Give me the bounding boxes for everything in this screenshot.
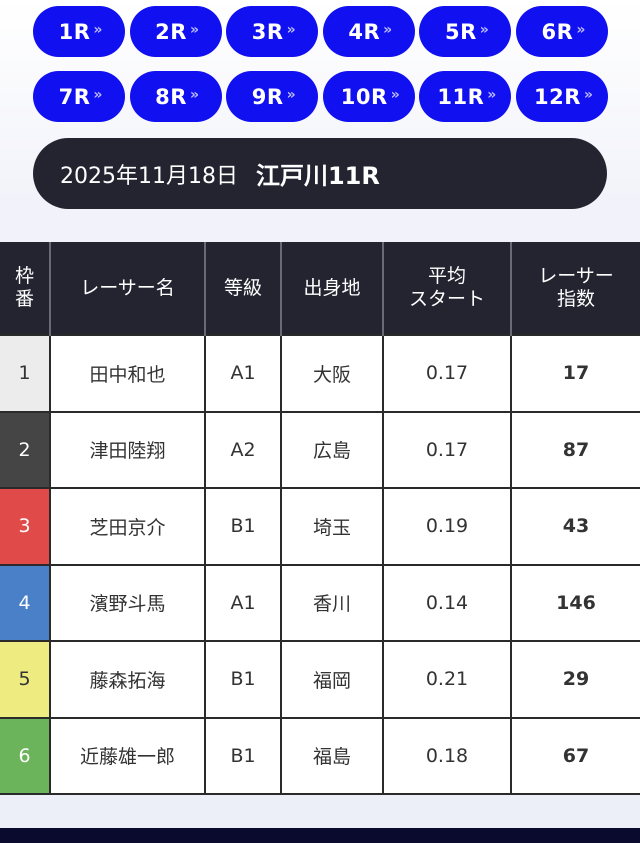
bottom-navigation-bar <box>0 828 640 843</box>
racer-name: 藤森拓海 <box>49 640 206 719</box>
race-button-label: 1R <box>58 19 91 44</box>
double-chevron-right-icon: » <box>189 86 199 103</box>
race-button-label: 10R <box>340 84 388 109</box>
race-button-6r[interactable]: 6R» <box>515 6 608 57</box>
race-button-10r[interactable]: 10R» <box>322 71 415 122</box>
racer-name: 濱野斗馬 <box>49 563 206 642</box>
header-hometown: 出身地 <box>280 242 384 335</box>
table-row: 6 近藤雄一郎 B1 福島 0.18 67 <box>0 716 640 795</box>
race-button-12r[interactable]: 12R» <box>515 71 608 122</box>
double-chevron-right-icon: » <box>479 21 489 38</box>
waku-number: 1 <box>0 334 51 413</box>
header-racer-name: レーサー名 <box>49 242 206 335</box>
race-button-label: 4R <box>348 19 381 44</box>
racer-table: 枠番 レーサー名 等級 出身地 平均 スタート レーサー 指数 1 田中和也 A1 … <box>0 242 640 795</box>
racer-grade: B1 <box>204 487 282 566</box>
waku-number: 6 <box>0 716 51 795</box>
racer-index: 87 <box>510 410 640 489</box>
table-row: 3 芝田京介 B1 埼玉 0.19 43 <box>0 487 640 566</box>
racer-name: 近藤雄一郎 <box>49 716 206 795</box>
racer-grade: A1 <box>204 563 282 642</box>
header-waku: 枠番 <box>0 242 51 335</box>
racer-avg-start: 0.14 <box>382 563 512 642</box>
race-button-11r[interactable]: 11R» <box>419 71 512 122</box>
header-grade: 等級 <box>204 242 282 335</box>
waku-number: 2 <box>0 410 51 489</box>
racer-avg-start: 0.21 <box>382 640 512 719</box>
race-date: 2025年11月18日 <box>60 163 238 189</box>
table-row: 2 津田陸翔 A2 広島 0.17 87 <box>0 410 640 489</box>
race-button-label: 11R <box>437 84 485 109</box>
race-button-label: 8R <box>155 84 187 109</box>
race-button-label: 6R <box>541 19 574 44</box>
racer-grade: B1 <box>204 716 282 795</box>
race-button-label: 9R <box>251 84 284 109</box>
racer-hometown: 大阪 <box>280 334 384 413</box>
racer-index: 146 <box>510 563 640 642</box>
double-chevron-right-icon: » <box>286 86 296 103</box>
waku-number: 5 <box>0 640 51 719</box>
race-button-4r[interactable]: 4R» <box>322 6 415 57</box>
double-chevron-right-icon: » <box>93 86 102 103</box>
racer-hometown: 埼玉 <box>280 487 384 566</box>
race-button-label: 12R <box>533 84 581 109</box>
racer-avg-start: 0.19 <box>382 487 512 566</box>
race-button-label: 3R <box>251 19 284 44</box>
racer-avg-start: 0.17 <box>382 334 512 413</box>
race-button-8r[interactable]: 8R» <box>129 71 222 122</box>
racer-name: 田中和也 <box>49 334 206 413</box>
racer-name: 津田陸翔 <box>49 410 206 489</box>
race-button-2r[interactable]: 2R» <box>129 6 222 57</box>
header-avg-start: 平均 スタート <box>382 242 512 335</box>
racer-hometown: 福岡 <box>280 640 384 719</box>
waku-number: 4 <box>0 563 51 642</box>
double-chevron-right-icon: » <box>583 86 593 103</box>
race-button-label: 5R <box>444 19 477 44</box>
racer-avg-start: 0.18 <box>382 716 512 795</box>
race-button-7r[interactable]: 7R» <box>33 71 125 122</box>
waku-number: 3 <box>0 487 51 566</box>
double-chevron-right-icon: » <box>390 86 400 103</box>
race-button-1r[interactable]: 1R» <box>33 6 125 57</box>
double-chevron-right-icon: » <box>93 21 102 38</box>
header-racer-index: レーサー 指数 <box>510 242 640 335</box>
racer-hometown: 福島 <box>280 716 384 795</box>
table-header-row: 枠番 レーサー名 等級 出身地 平均 スタート レーサー 指数 <box>0 242 640 335</box>
race-title-bar: 2025年11月18日 江戸川11R <box>33 138 607 209</box>
racer-hometown: 香川 <box>280 563 384 642</box>
race-button-5r[interactable]: 5R» <box>419 6 512 57</box>
double-chevron-right-icon: » <box>576 21 585 38</box>
race-button-label: 7R <box>58 84 91 109</box>
racer-index: 43 <box>510 487 640 566</box>
racer-index: 29 <box>510 640 640 719</box>
racer-grade: A2 <box>204 410 282 489</box>
double-chevron-right-icon: » <box>383 21 392 38</box>
racer-name: 芝田京介 <box>49 487 206 566</box>
double-chevron-right-icon: » <box>487 86 496 103</box>
racer-avg-start: 0.17 <box>382 410 512 489</box>
race-name: 江戸川11R <box>255 162 380 190</box>
racer-index: 17 <box>510 334 640 413</box>
double-chevron-right-icon: » <box>189 21 199 38</box>
table-row: 4 濱野斗馬 A1 香川 0.14 146 <box>0 563 640 642</box>
table-row: 5 藤森拓海 B1 福岡 0.21 29 <box>0 640 640 719</box>
table-row: 1 田中和也 A1 大阪 0.17 17 <box>0 334 640 413</box>
race-selector: 1R» 2R» 3R» 4R» 5R» 6R» 7R» 8R» 9R» 10R»… <box>33 6 608 122</box>
racer-grade: A1 <box>204 334 282 413</box>
race-button-3r[interactable]: 3R» <box>226 6 319 57</box>
race-button-label: 2R <box>155 19 187 44</box>
double-chevron-right-icon: » <box>286 21 296 38</box>
race-button-9r[interactable]: 9R» <box>226 71 319 122</box>
racer-hometown: 広島 <box>280 410 384 489</box>
racer-index: 67 <box>510 716 640 795</box>
racer-grade: B1 <box>204 640 282 719</box>
